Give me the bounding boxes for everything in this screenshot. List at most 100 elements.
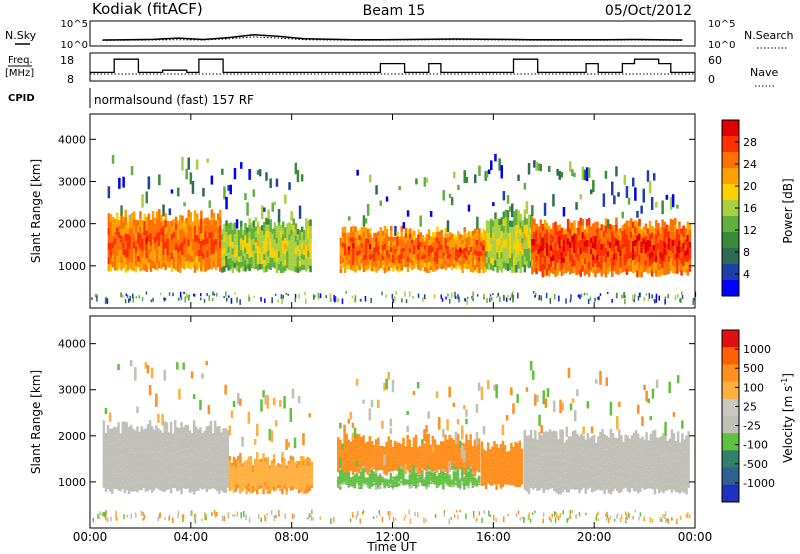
heatmap-cell <box>442 448 445 452</box>
heatmap-cell <box>375 257 378 263</box>
heatmap-cell <box>277 463 280 467</box>
heatmap-cell <box>356 169 359 176</box>
heatmap-cell <box>174 471 177 480</box>
heatmap-cell <box>345 265 349 270</box>
heatmap-cell <box>416 382 420 389</box>
heatmap-cell <box>148 437 152 447</box>
ground-scatter-cell <box>132 293 134 299</box>
heatmap-cell <box>644 253 648 260</box>
heatmap-cell <box>413 249 416 255</box>
heatmap-cell <box>115 465 118 474</box>
heatmap-cell <box>416 476 420 478</box>
heatmap-cell <box>160 235 163 242</box>
heatmap-cell <box>228 469 232 474</box>
heatmap-cell <box>168 208 172 216</box>
heatmap-cell <box>425 233 429 239</box>
heatmap-cell <box>377 445 380 450</box>
heatmap-cell <box>358 487 361 489</box>
heatmap-cell <box>453 238 456 243</box>
heatmap-cell <box>117 482 120 491</box>
heatmap-cell <box>128 262 132 270</box>
heatmap-cell <box>337 477 340 480</box>
heatmap-cell <box>150 426 154 435</box>
heatmap-cell <box>171 440 175 448</box>
heatmap-cell <box>352 242 355 249</box>
heatmap-cell <box>187 217 190 225</box>
heatmap-cell <box>349 477 353 479</box>
heatmap-cell <box>253 467 257 471</box>
heatmap-cell <box>149 258 153 266</box>
heatmap-cell <box>309 245 312 253</box>
heatmap-cell <box>529 437 533 445</box>
heatmap-cell <box>355 433 359 439</box>
ground-scatter-cell <box>598 296 601 301</box>
heatmap-cell <box>494 239 497 247</box>
heatmap-cell <box>458 448 462 452</box>
heatmap-cell <box>263 222 266 229</box>
ground-scatter-cell <box>471 295 473 299</box>
heatmap-cell <box>183 220 186 227</box>
heatmap-cell <box>501 440 505 447</box>
heatmap-cell <box>564 250 568 257</box>
heatmap-cell <box>606 239 610 246</box>
heatmap-cell <box>118 232 121 239</box>
heatmap-cell <box>634 258 637 266</box>
heatmap-cell <box>446 475 449 477</box>
heatmap-cell <box>385 482 388 484</box>
heatmap-cell <box>467 474 470 478</box>
heatmap-cell <box>379 263 382 269</box>
heatmap-cell <box>368 478 372 481</box>
heatmap-cell <box>153 249 157 257</box>
heatmap-cell <box>366 477 369 479</box>
heatmap-cell <box>341 471 344 474</box>
heatmap-cell <box>548 444 552 452</box>
heatmap-cell <box>126 240 130 247</box>
heatmap-cell <box>277 263 281 271</box>
heatmap-cell <box>613 242 616 249</box>
heatmap-cell <box>260 469 263 474</box>
heatmap-cell <box>682 231 685 238</box>
heatmap-cell <box>505 480 509 485</box>
heatmap-cell <box>611 181 614 196</box>
heatmap-cell <box>277 219 281 226</box>
heatmap-cell <box>404 237 408 243</box>
heatmap-cell <box>433 439 437 444</box>
heatmap-cell <box>476 261 479 268</box>
heatmap-cell <box>122 229 125 236</box>
heatmap-cell <box>406 410 409 416</box>
heatmap-cell <box>305 224 308 232</box>
heatmap-cell <box>304 489 307 494</box>
heatmap-cell <box>569 403 573 411</box>
heatmap-cell <box>129 474 133 484</box>
heatmap-cell <box>104 462 108 470</box>
heatmap-cell <box>391 465 395 468</box>
heatmap-cell <box>191 244 195 251</box>
heatmap-cell <box>523 209 527 218</box>
heatmap-cell <box>514 475 517 482</box>
heatmap-cell <box>564 233 568 240</box>
heatmap-cell <box>147 220 151 228</box>
heatmap-cell <box>474 265 477 271</box>
heatmap-cell <box>360 471 363 475</box>
heatmap-cell <box>309 226 312 233</box>
heatmap-cell <box>226 429 229 438</box>
heatmap-cell <box>258 481 261 486</box>
heatmap-cell <box>398 463 401 468</box>
heatmap-cell <box>349 445 353 449</box>
heatmap-cell <box>337 476 340 478</box>
heatmap-cell <box>145 258 148 266</box>
heatmap-cell <box>383 243 387 250</box>
heatmap-cell <box>225 196 228 210</box>
heatmap-cell <box>450 449 453 457</box>
heatmap-cell <box>127 443 131 453</box>
heatmap-cell <box>686 248 690 256</box>
heatmap-cell <box>239 473 242 479</box>
heatmap-cell <box>421 448 424 453</box>
heatmap-cell <box>391 478 395 480</box>
power-colorbar-swatch <box>722 248 739 265</box>
heatmap-cell <box>542 432 545 440</box>
heatmap-cell <box>487 442 490 448</box>
heatmap-cell <box>423 477 426 479</box>
heatmap-cell <box>491 446 494 452</box>
heatmap-cell <box>203 430 206 438</box>
